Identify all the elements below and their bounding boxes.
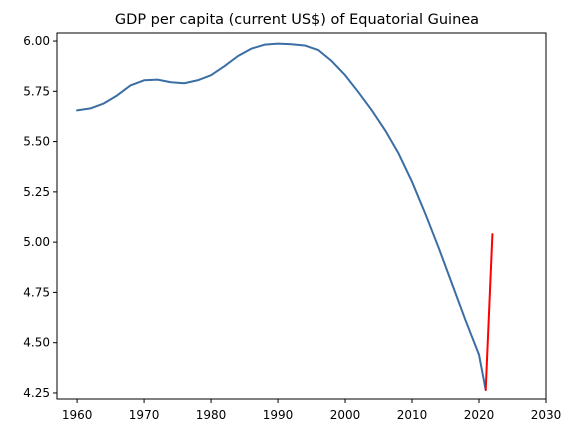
x-tick-label: 2010 — [397, 408, 428, 422]
plot-frame — [56, 32, 547, 400]
y-tick-label: 5.00 — [23, 235, 50, 249]
series-line-1 — [484, 233, 494, 391]
y-tick-label: 5.25 — [23, 185, 50, 199]
x-tick-label: 2020 — [464, 408, 495, 422]
y-tick-label: 5.50 — [23, 135, 50, 149]
series-layer — [76, 42, 494, 391]
x-tick-label: 1970 — [129, 408, 160, 422]
chart-title: GDP per capita (current US$) of Equatori… — [115, 12, 479, 28]
x-tick-label: 2030 — [531, 408, 562, 422]
y-tick-label: 4.75 — [23, 285, 50, 299]
y-tick-label: 4.25 — [23, 386, 50, 400]
y-tick-label: 6.00 — [23, 34, 50, 48]
y-tick-label: 4.50 — [23, 336, 50, 350]
x-tick-label: 1990 — [263, 408, 294, 422]
y-tick-label: 5.75 — [23, 84, 50, 98]
axes-layer: 1960 1970 1980 1990 2000 2010 2020 2030 4.25 4.50… — [23, 34, 561, 422]
x-tick-label: 1980 — [196, 408, 227, 422]
x-tick-label: 2000 — [330, 408, 361, 422]
series-line-0 — [76, 42, 487, 391]
x-tick-label: 1960 — [62, 408, 93, 422]
